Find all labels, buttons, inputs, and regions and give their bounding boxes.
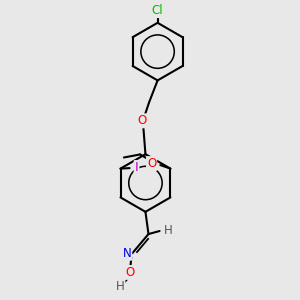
- Text: Cl: Cl: [152, 4, 164, 17]
- Text: O: O: [126, 266, 135, 279]
- Text: O: O: [147, 157, 156, 170]
- Text: H: H: [116, 280, 124, 293]
- Text: N: N: [123, 247, 131, 260]
- Text: O: O: [137, 114, 146, 127]
- Text: I: I: [135, 161, 138, 174]
- Text: H: H: [164, 224, 172, 236]
